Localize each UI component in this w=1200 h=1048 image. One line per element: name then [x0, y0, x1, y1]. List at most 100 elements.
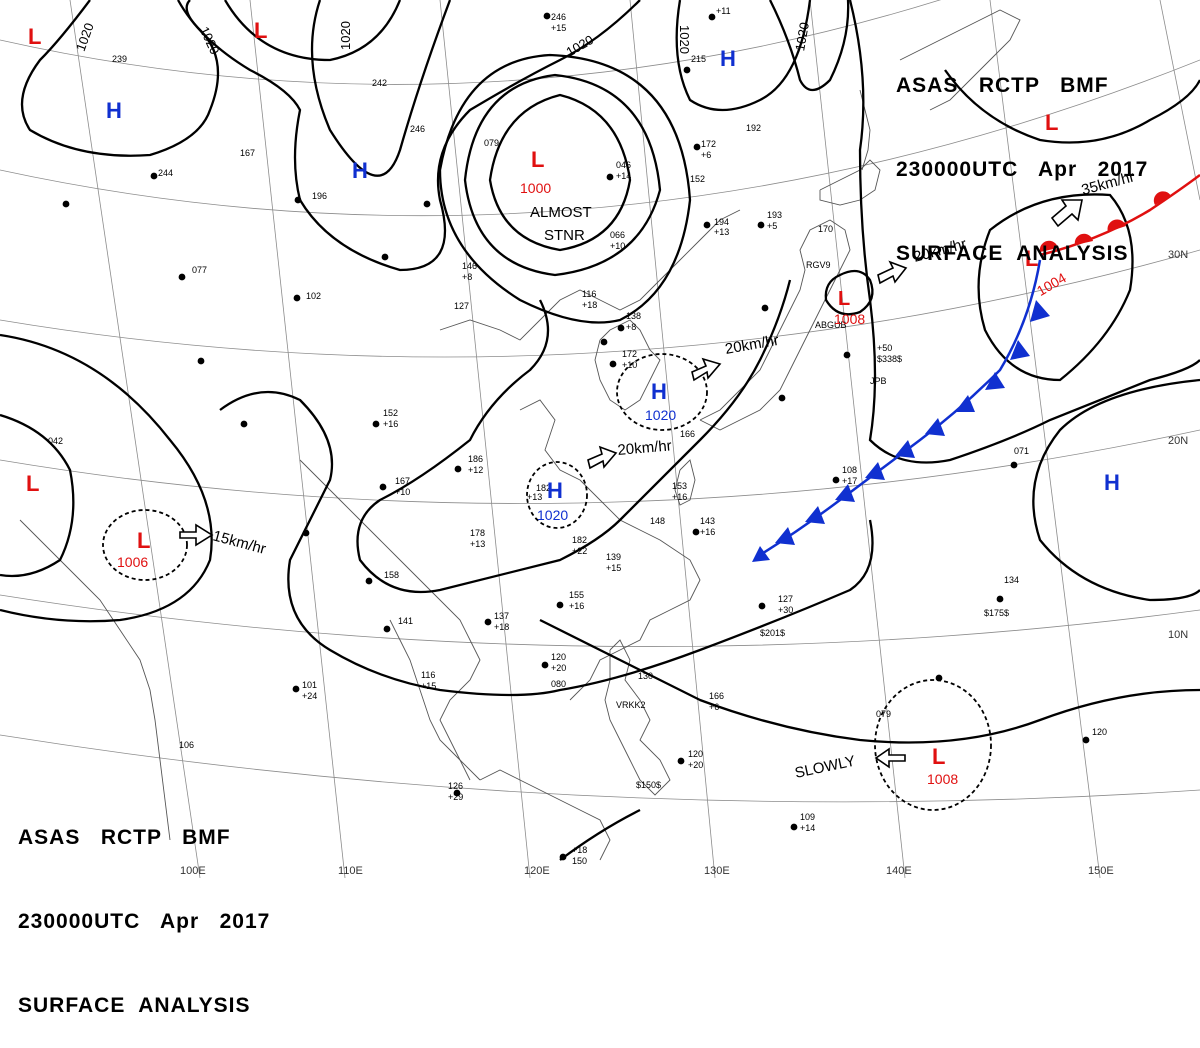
station-dot	[692, 528, 700, 536]
cold-front-tooth	[805, 506, 825, 524]
station-value: 071	[1014, 446, 1029, 456]
station-dot	[677, 757, 685, 765]
station-value: 166	[680, 429, 695, 439]
cold-front-tooth	[985, 372, 1005, 390]
station-dot	[293, 294, 301, 302]
meridian-line	[69, 0, 201, 878]
low-symbol: L	[1045, 110, 1058, 135]
station-dot	[708, 13, 716, 21]
station-value: 158	[384, 570, 399, 580]
station-value: +14	[800, 823, 815, 833]
isobar-label: 1020	[792, 21, 812, 52]
station-value: 127	[778, 594, 793, 604]
isobar-ne-low	[977, 193, 1134, 382]
parallel-line	[0, 734, 1200, 803]
isobar-label: 1020	[564, 32, 597, 59]
station-value: +10	[622, 360, 637, 370]
isobars	[0, 0, 1200, 861]
station-value: +18	[582, 300, 597, 310]
station-value: 102	[306, 291, 321, 301]
station-value: 120	[1092, 727, 1107, 737]
station-dot	[178, 273, 186, 281]
station-value: 182	[572, 535, 587, 545]
station-value: +20	[551, 663, 566, 673]
stationary-note: STNR	[544, 227, 585, 244]
station-value: 167	[240, 148, 255, 158]
station-dot	[423, 200, 431, 208]
warm-front-line	[1039, 173, 1200, 257]
station-value: 120	[551, 652, 566, 662]
pressure-centers: L L H H H L 1000 ALMOST STNR L 1008 L 10…	[26, 18, 1120, 787]
station-dot	[703, 221, 711, 229]
cold-front-tooth	[865, 462, 885, 480]
station-dot	[559, 853, 567, 861]
isobar-east-high	[1032, 378, 1200, 602]
coastline-borneo	[479, 769, 611, 861]
station-value: 148	[650, 516, 665, 526]
station-dot	[778, 394, 786, 402]
latitude-label: 10N	[1168, 629, 1188, 641]
station-value: 079	[876, 709, 891, 719]
station-value: 172	[622, 349, 637, 359]
station-value: 244	[158, 168, 173, 178]
isobar-far-ne	[944, 69, 1200, 144]
station-dot	[381, 253, 389, 261]
station-markers	[62, 12, 1090, 861]
station-value: +8	[462, 272, 472, 282]
chart-title-top: ASAS RCTP BMF 230000UTC Apr 2017 SURFACE…	[896, 16, 1148, 296]
station-dot	[453, 789, 461, 797]
korea-high-closure	[616, 353, 708, 431]
coastline-japan	[699, 219, 851, 431]
cold-front-tooth	[1010, 340, 1030, 360]
station-value: VRKK2	[616, 700, 646, 710]
low-value: 1006	[117, 554, 148, 570]
isobar-top-high-ring-2	[768, 0, 850, 92]
station-value: +13	[527, 492, 542, 502]
station-value: +16	[672, 492, 687, 502]
station-dot	[996, 595, 1004, 603]
station-dot	[454, 465, 462, 473]
low-symbol: L	[932, 744, 945, 769]
latitude-label: 30N	[1168, 249, 1188, 261]
meridian-line	[629, 0, 716, 878]
station-dot	[1082, 736, 1090, 744]
isobar-china-high	[219, 390, 874, 697]
low-value: 1008	[834, 311, 865, 327]
isobar-central-trough	[356, 279, 792, 594]
cold-front-tooth	[752, 546, 770, 562]
coastline-kamchatka	[899, 9, 1021, 111]
motion-arrows	[179, 199, 1083, 769]
warm-front-bump	[1153, 191, 1171, 205]
station-value: 046	[616, 160, 631, 170]
title-line: ASAS RCTP BMF	[896, 74, 1109, 97]
station-value: $338$	[877, 354, 902, 364]
motion-speed: 20km/hr	[724, 332, 780, 358]
meridian-line	[249, 0, 346, 878]
station-value: 186	[468, 454, 483, 464]
station-dot	[693, 143, 701, 151]
isobar-label: 1020	[338, 21, 353, 50]
station-value: +18	[572, 845, 587, 855]
parallel-line	[0, 0, 941, 85]
station-dot	[617, 324, 625, 332]
station-value: $150$	[636, 780, 661, 790]
china-high-closure	[526, 461, 588, 529]
station-value: +10	[610, 241, 625, 251]
isobar-top-ring	[224, 0, 402, 62]
isobar-label: 1020	[677, 25, 692, 54]
longitude-label: 150E	[1088, 865, 1114, 877]
station-dot	[484, 618, 492, 626]
isobar-india-low	[0, 333, 213, 623]
station-dot	[757, 221, 765, 229]
station-dot	[758, 602, 766, 610]
parallel-line	[0, 249, 1200, 358]
station-value: 116	[421, 670, 435, 680]
motion-speed: 20km/hr	[617, 437, 672, 459]
high-value: 1020	[645, 407, 676, 423]
station-value: 080	[551, 679, 566, 689]
chart-title-bottom: ASAS RCTP BMF 230000UTC Apr 2017 SURFACE…	[18, 768, 270, 1048]
station-dot	[302, 529, 310, 537]
station-dot	[790, 823, 798, 831]
isobar-north-low-2	[463, 73, 662, 277]
station-value: +14	[616, 171, 631, 181]
